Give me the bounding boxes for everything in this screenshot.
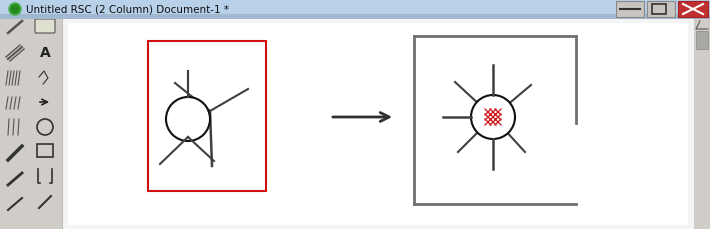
Bar	[68, 24, 688, 225]
Bar	[647, 2, 675, 18]
Circle shape	[471, 95, 515, 139]
Bar	[62, 20, 694, 229]
Circle shape	[11, 6, 19, 14]
Bar	[616, 2, 644, 18]
Bar	[678, 2, 708, 18]
Bar	[37, 144, 53, 157]
Circle shape	[166, 98, 210, 141]
Bar	[694, 20, 710, 229]
FancyBboxPatch shape	[35, 20, 55, 34]
Text: A: A	[40, 46, 50, 60]
Bar	[652, 5, 666, 15]
Bar	[0, 20, 62, 229]
Bar	[696, 32, 708, 50]
Bar	[0, 15, 710, 20]
Text: Untitled RSC (2 Column) Document-1 *: Untitled RSC (2 Column) Document-1 *	[26, 5, 229, 15]
Circle shape	[9, 4, 21, 16]
Bar	[0, 0, 710, 20]
Bar	[148, 42, 266, 191]
